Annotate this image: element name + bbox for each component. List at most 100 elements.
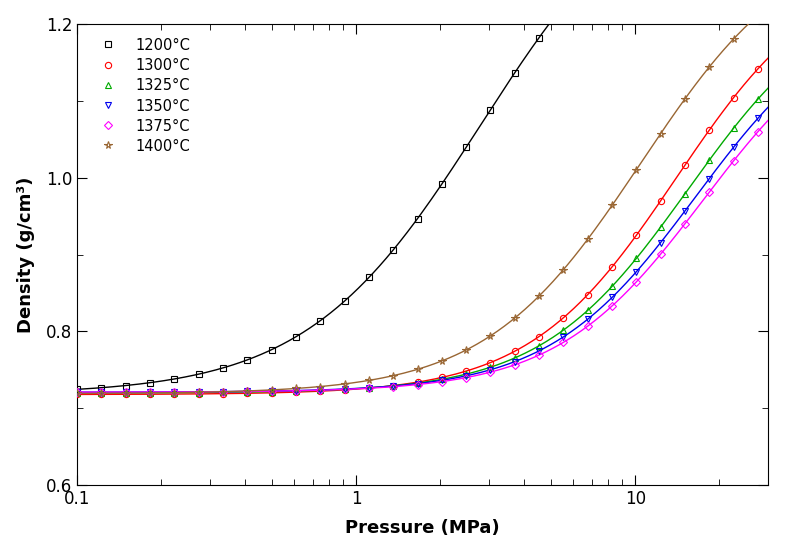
1350°C — [364, 384, 374, 391]
1325°C — [608, 283, 617, 290]
1350°C — [218, 388, 228, 395]
1375°C — [705, 189, 714, 196]
1400°C — [364, 377, 374, 384]
1350°C — [72, 389, 82, 396]
1375°C — [535, 352, 544, 358]
1300°C — [656, 197, 666, 204]
1325°C — [97, 389, 106, 396]
1375°C — [364, 385, 374, 392]
1300°C — [753, 65, 762, 72]
1300°C — [340, 387, 349, 393]
1325°C — [121, 389, 130, 396]
1375°C — [340, 386, 349, 393]
1400°C — [291, 385, 301, 392]
1400°C — [583, 236, 593, 243]
1300°C — [316, 388, 325, 394]
Legend: 1200°C, 1300°C, 1325°C, 1350°C, 1375°C, 1400°C: 1200°C, 1300°C, 1325°C, 1350°C, 1375°C, … — [85, 31, 198, 161]
1300°C — [583, 291, 593, 298]
1200°C — [316, 317, 325, 324]
1325°C — [218, 389, 228, 396]
1400°C — [753, 12, 762, 18]
1300°C — [413, 379, 422, 386]
1400°C — [316, 383, 325, 390]
1200°C — [145, 379, 155, 386]
1300°C — [681, 162, 690, 168]
1200°C — [486, 106, 495, 113]
1400°C — [486, 332, 495, 339]
1400°C — [413, 366, 422, 373]
1350°C — [632, 268, 641, 275]
1400°C — [437, 358, 447, 365]
1350°C — [340, 386, 349, 392]
1375°C — [510, 361, 520, 368]
1325°C — [510, 355, 520, 361]
1400°C — [72, 390, 82, 397]
1350°C — [97, 389, 106, 396]
1200°C — [218, 365, 228, 371]
1375°C — [437, 378, 447, 385]
1200°C — [510, 69, 520, 76]
1375°C — [413, 381, 422, 388]
1200°C — [170, 376, 179, 382]
1400°C — [389, 372, 398, 379]
1375°C — [121, 389, 130, 396]
1325°C — [535, 342, 544, 349]
1350°C — [753, 115, 762, 122]
1200°C — [389, 247, 398, 253]
1375°C — [145, 389, 155, 396]
1350°C — [559, 334, 568, 340]
1375°C — [608, 302, 617, 309]
1350°C — [194, 388, 203, 395]
1325°C — [681, 191, 690, 197]
1325°C — [413, 379, 422, 386]
1400°C — [121, 390, 130, 397]
Y-axis label: Density (g/cm³): Density (g/cm³) — [16, 176, 35, 333]
Line: 1325°C: 1325°C — [74, 96, 761, 396]
1325°C — [364, 384, 374, 391]
1375°C — [218, 388, 228, 395]
1400°C — [681, 95, 690, 102]
1400°C — [535, 293, 544, 299]
1325°C — [486, 364, 495, 371]
1350°C — [510, 358, 520, 365]
1300°C — [194, 391, 203, 397]
1325°C — [291, 388, 301, 394]
1375°C — [729, 157, 739, 164]
1300°C — [608, 264, 617, 270]
1300°C — [559, 315, 568, 321]
1400°C — [267, 387, 276, 393]
1400°C — [145, 389, 155, 396]
1200°C — [243, 357, 252, 363]
1400°C — [656, 130, 666, 137]
1325°C — [340, 386, 349, 393]
1400°C — [510, 315, 520, 321]
1375°C — [656, 251, 666, 258]
1300°C — [291, 389, 301, 396]
1325°C — [267, 388, 276, 395]
1350°C — [656, 239, 666, 246]
1350°C — [608, 294, 617, 301]
1200°C — [413, 216, 422, 222]
Line: 1375°C: 1375°C — [75, 129, 761, 395]
1375°C — [681, 220, 690, 227]
1300°C — [535, 333, 544, 340]
1325°C — [316, 387, 325, 394]
1400°C — [632, 166, 641, 173]
1325°C — [705, 157, 714, 163]
1325°C — [462, 371, 471, 377]
1300°C — [170, 391, 179, 397]
1350°C — [681, 208, 690, 214]
1300°C — [729, 94, 739, 101]
1400°C — [340, 381, 349, 387]
1325°C — [194, 389, 203, 396]
1325°C — [243, 389, 252, 396]
1200°C — [72, 386, 82, 393]
1300°C — [705, 127, 714, 134]
1375°C — [291, 387, 301, 394]
1300°C — [121, 391, 130, 398]
1300°C — [267, 389, 276, 396]
1400°C — [97, 390, 106, 397]
1200°C — [97, 384, 106, 391]
1325°C — [72, 389, 82, 396]
1350°C — [145, 389, 155, 396]
